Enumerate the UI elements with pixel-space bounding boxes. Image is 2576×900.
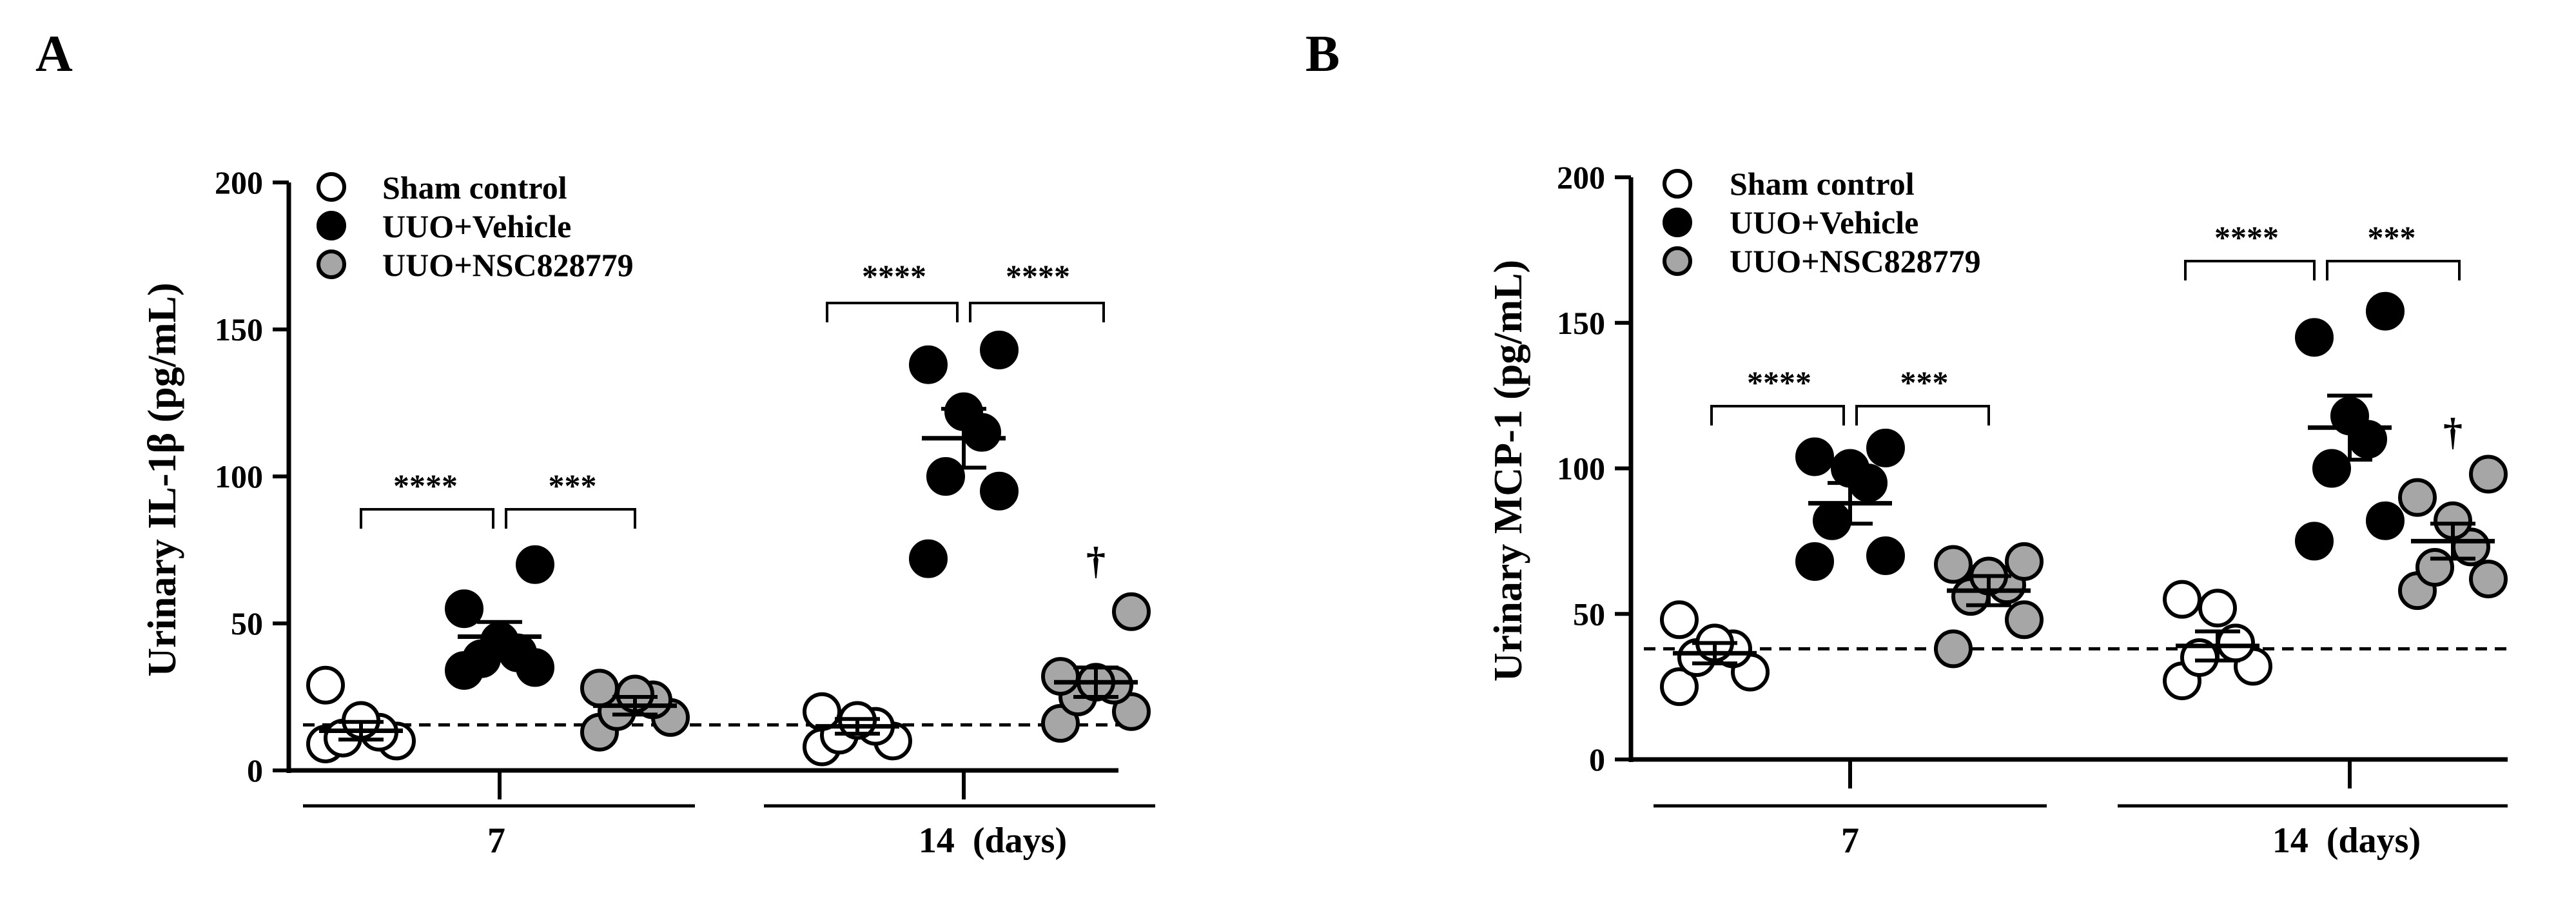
- panel-b-group-label-day14: 14 (days): [2272, 821, 2421, 861]
- panel-b: B Urinary MCP-1 (pg/mL) 0 50 100 150 200 Sha…: [1305, 26, 2508, 861]
- panel-a-legend-nsc-label: UUO+NSC828779: [382, 247, 634, 283]
- panel-a-point-nsc-day14-1: [1112, 692, 1151, 731]
- panel-a-point-vehicle-day14-5: [909, 345, 948, 384]
- panel-b-sig-day14-sham-vs-vehicle: ****: [2214, 219, 2279, 255]
- panel-a-point-vehicle-day14-6: [980, 330, 1019, 369]
- panel-b-point-vehicle-day14-1: [2366, 501, 2405, 540]
- panel-a-y-tick-label-100: 100: [215, 458, 263, 494]
- panel-a-y-tick-label-0: 0: [247, 752, 263, 788]
- panel-b-point-nsc-day14-5: [2398, 478, 2437, 517]
- panel-b-point-nsc-day7-0: [1934, 629, 1973, 669]
- panel-a-point-vehicle-day14-1: [980, 471, 1019, 511]
- panel-b-sig-day7-sham-vs-vehicle: ****: [1747, 364, 1811, 400]
- panel-b-point-vehicle-day7-2: [1813, 501, 1851, 540]
- panel-a-sig-day7-vehicle-vs-nsc: ***: [549, 467, 597, 504]
- panel-b-point-vehicle-day7-6: [1866, 428, 1905, 467]
- panel-b-y-tick-label-100: 100: [1557, 451, 1605, 487]
- panel-b-point-vehicle-day7-0: [1795, 542, 1834, 581]
- panel-b-point-vehicle-day14-2: [2312, 449, 2351, 488]
- panel-a-point-vehicle-day7-5: [445, 589, 483, 629]
- panel-a-point-vehicle-day7-6: [516, 545, 554, 584]
- panel-b-point-sham-day14-4: [2198, 589, 2237, 628]
- panel-a-point-nsc-day14-5: [1041, 657, 1080, 696]
- panel-b-point-vehicle-day14-6: [2366, 291, 2405, 331]
- panel-b-y-tick-label-0: 0: [1589, 741, 1605, 778]
- panel-b-legend-nsc-label: UUO+NSC828779: [1730, 243, 1981, 279]
- panel-b-sig-bracket-day14: [2184, 260, 2461, 280]
- panel-a-point-sham-day7-5: [306, 665, 345, 705]
- panel-a-group-label-day14: 14 (days): [919, 821, 1067, 861]
- panel-b-sig-day14-vehicle-vs-nsc: ***: [2368, 219, 2416, 255]
- panel-b-y-axis-label: Urinary MCP-1 (pg/mL): [1487, 260, 1530, 681]
- panel-b-point-vehicle-day7-5: [1795, 437, 1834, 476]
- panel-b-group-label-day7: 7: [1841, 821, 1859, 861]
- panel-a-dagger-day14: †: [1086, 540, 1106, 582]
- panel-b-legend-vehicle-label: UUO+Vehicle: [1730, 204, 1918, 240]
- panel-b-legend-marker-nsc: [1663, 246, 1692, 276]
- panel-b-point-nsc-day14-2: [2415, 548, 2454, 587]
- panel-b-sig-day7-vehicle-vs-nsc: ***: [1900, 364, 1949, 400]
- panel-a-point-nsc-day14-0: [1041, 704, 1080, 743]
- panel-b-point-nsc-day7-5: [1934, 545, 1973, 584]
- panel-a-point-vehicle-day14-0: [909, 539, 948, 578]
- panel-b-legend-sham-label: Sham control: [1730, 166, 1915, 202]
- panel-a-sig-day14-sham-vs-vehicle: ****: [862, 258, 926, 294]
- panel-a-point-nsc-day7-5: [580, 669, 619, 708]
- panel-b-point-nsc-day7-1: [2005, 600, 2044, 640]
- panel-a-y-tick-label-200: 200: [215, 164, 263, 201]
- panel-a-label: A: [35, 26, 73, 83]
- panel-b-legend-marker-vehicle: [1663, 208, 1692, 237]
- panel-b-point-nsc-day14-6: [2469, 455, 2508, 494]
- panel-a-point-sham-day14-5: [803, 692, 841, 731]
- panel-a-point-nsc-day14-6: [1112, 592, 1151, 631]
- panel-b-point-sham-day7-5: [1660, 600, 1699, 640]
- panel-a-legend-vehicle-label: UUO+Vehicle: [382, 208, 571, 244]
- panel-b-point-vehicle-day14-0: [2295, 522, 2334, 561]
- panel-a: A Urinary IL-1β (pg/mL) 0 50 100 150 200 Sha…: [35, 26, 1155, 861]
- panel-a-y-tick-label-50: 50: [231, 605, 263, 641]
- panel-b-label: B: [1305, 26, 1340, 83]
- panel-a-legend-marker-nsc: [317, 249, 346, 279]
- panel-b-point-vehicle-day14-5: [2295, 318, 2334, 357]
- panel-b-point-vehicle-day7-1: [1866, 536, 1905, 575]
- panel-b-sig-bracket-day7: [1710, 405, 1990, 426]
- panel-a-point-vehicle-day14-2: [926, 457, 965, 496]
- panel-b-point-nsc-day7-6: [2005, 542, 2044, 581]
- panel-a-sig-day14-vehicle-vs-nsc: ****: [1006, 258, 1070, 294]
- panel-a-y-tick-label-150: 150: [215, 311, 263, 347]
- panel-a-legend-sham-label: Sham control: [382, 170, 567, 206]
- panel-a-legend-marker-sham: [317, 172, 346, 202]
- panel-a-sig-day7-sham-vs-vehicle: ****: [393, 467, 458, 504]
- panel-b-point-vehicle-day7-4: [1831, 449, 1869, 488]
- panel-b-point-nsc-day14-1: [2469, 560, 2508, 599]
- panel-b-legend-marker-sham: [1663, 169, 1692, 199]
- panel-a-legend-marker-vehicle: [317, 211, 346, 240]
- panel-b-y-tick-label-150: 150: [1557, 305, 1605, 341]
- panel-b-dagger-day14: †: [2443, 411, 2463, 453]
- panel-b-y-tick-label-200: 200: [1557, 159, 1605, 195]
- panel-b-point-sham-day14-5: [2163, 580, 2201, 619]
- panel-a-group-label-day7: 7: [487, 821, 505, 861]
- panel-b-y-tick-label-50: 50: [1573, 596, 1605, 632]
- panel-b-point-sham-day7-0: [1660, 667, 1699, 707]
- panel-a-sig-bracket-day7: [360, 508, 636, 529]
- panel-a-y-axis-label: Urinary IL-1β (pg/mL): [141, 282, 184, 676]
- panel-a-sig-bracket-day14: [826, 302, 1105, 322]
